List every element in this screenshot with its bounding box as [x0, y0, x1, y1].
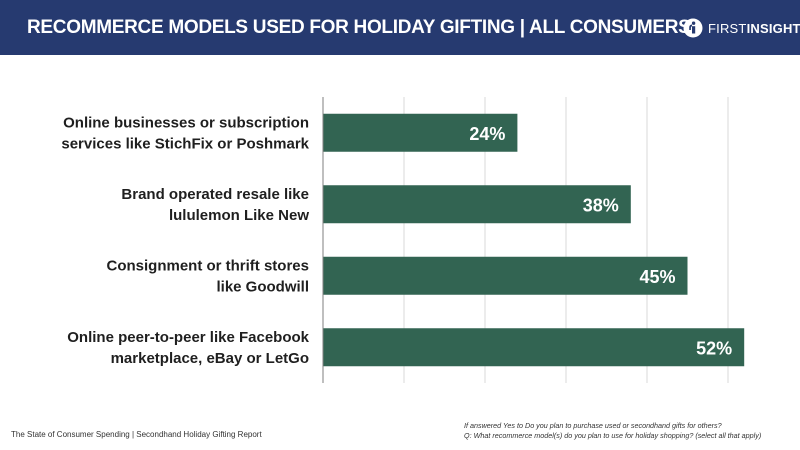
logo-text-insight: INSIGHT [746, 20, 800, 36]
first-insight-logo: FIRSTINSIGHT [683, 16, 800, 40]
bar-value-label: 38% [583, 195, 619, 215]
category-label: Online businesses or subscription [63, 114, 309, 131]
bar-value-label: 52% [696, 338, 732, 358]
bar [323, 328, 745, 367]
logo-wordmark: FIRSTINSIGHT [708, 21, 800, 36]
header-bar: RECOMMERCE MODELS USED FOR HOLIDAY GIFTI… [0, 0, 800, 55]
category-label: Online peer-to-peer like Facebook [67, 329, 309, 346]
category-label: Brand operated resale like [121, 186, 309, 203]
bar [323, 113, 518, 152]
question-footnote-line-2: Q: What recommerce model(s) do you plan … [464, 431, 762, 440]
bar-value-label: 24% [469, 124, 505, 144]
question-footnote-line-1: If answered Yes to Do you plan to purcha… [464, 421, 722, 430]
category-label: Consignment or thrift stores [106, 257, 309, 274]
logo-text-first: FIRST [708, 20, 747, 36]
bar [323, 185, 631, 224]
page-title: RECOMMERCE MODELS USED FOR HOLIDAY GIFTI… [27, 17, 691, 38]
source-footnote: The State of Consumer Spending | Secondh… [11, 430, 262, 439]
question-footnote: If answered Yes to Do you plan to purcha… [464, 421, 761, 441]
bar-value-label: 45% [639, 267, 675, 287]
bar [323, 256, 688, 295]
category-label: marketplace, eBay or LetGo [111, 350, 309, 367]
category-label: services like StichFix or Poshmark [61, 135, 309, 152]
category-label: like Goodwill [216, 278, 309, 295]
category-label: lululemon Like New [169, 207, 309, 224]
first-insight-logo-icon [683, 18, 703, 38]
